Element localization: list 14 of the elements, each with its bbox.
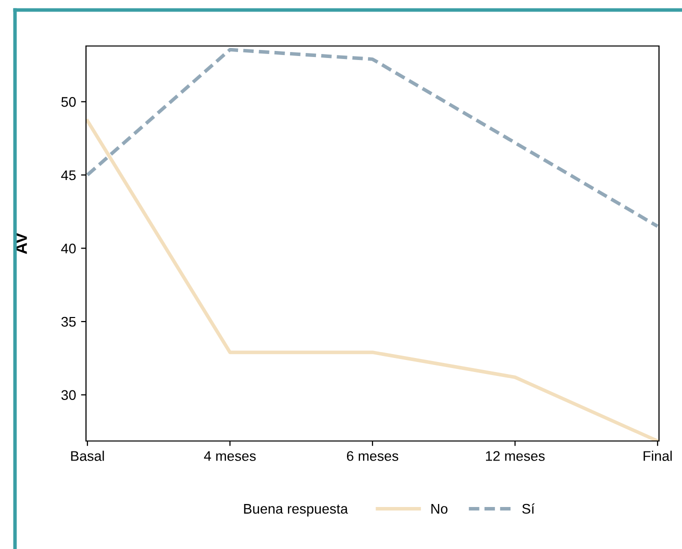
x-tick-label: 4 meses — [204, 451, 256, 461]
y-tick-label: 35 — [61, 316, 76, 327]
legend-label: Sí — [522, 503, 535, 514]
legend-title: Buena respuesta — [244, 504, 348, 516]
x-tick-label: Basal — [71, 450, 104, 461]
y-tick-label: 30 — [61, 390, 76, 400]
x-tick-label: Final — [644, 450, 672, 461]
y-tick-label: 45 — [61, 170, 76, 180]
x-tick-label: 12 meses — [486, 451, 545, 461]
y-tick-label: 50 — [61, 97, 76, 107]
y-tick-label: 40 — [61, 244, 76, 254]
x-tick-label: 6 meses — [346, 451, 398, 461]
line-series — [86, 48, 659, 228]
legend-label: No — [431, 504, 448, 514]
